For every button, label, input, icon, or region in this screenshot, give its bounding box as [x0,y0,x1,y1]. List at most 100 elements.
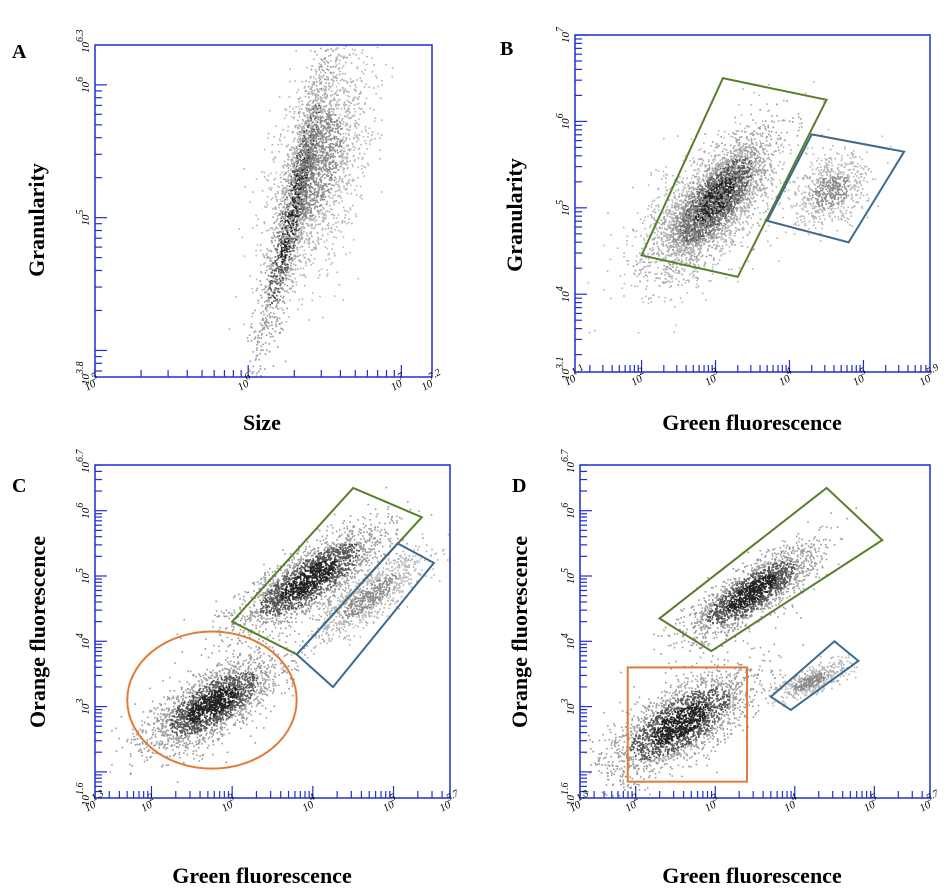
point-A-pop0 [301,177,303,180]
point-A-pop1 [333,252,336,255]
point-A-pop1 [317,201,319,204]
point-A-pop1 [294,162,297,164]
point-A-pop1 [276,280,278,283]
point-A-pop1 [391,75,393,78]
point-A-pop0 [301,154,304,157]
point-A-pop1 [294,210,296,212]
point-A-pop0 [295,182,297,185]
point-A-pop1 [346,184,348,186]
point-A-pop0 [318,154,321,157]
point-A-pop0 [326,60,328,63]
point-A-pop1 [311,116,313,118]
point-A-pop1 [305,158,308,161]
point-A-pop1 [279,198,282,201]
point-A-pop0 [266,315,269,317]
point-A-pop0 [273,229,276,231]
point-A-pop1 [268,300,270,303]
point-A-pop1 [265,201,268,204]
point-A-pop0 [286,237,288,240]
point-A-pop1 [305,108,308,111]
point-A-pop1 [306,150,308,152]
point-A-pop0 [312,107,315,109]
point-A-pop1 [321,170,324,173]
point-A-pop1 [292,107,295,110]
point-B-pop0 [734,158,737,161]
point-A-pop0 [309,114,312,116]
point-B-pop0 [692,192,695,194]
point-A-pop1 [336,120,339,122]
point-A-pop0 [345,56,348,59]
point-A-pop0 [301,127,303,130]
point-A-pop1 [322,139,325,141]
point-A-pop0 [315,95,317,97]
point-A-pop1 [255,178,258,180]
point-A-pop1 [294,235,297,237]
point-A-pop1 [299,183,302,185]
point-A-pop1 [320,81,323,83]
point-A-pop0 [282,281,284,284]
point-A-pop0 [282,279,284,281]
point-A-pop1 [301,165,304,168]
point-A-pop1 [320,238,322,240]
point-A-pop1 [279,173,282,176]
point-A-pop0 [291,222,293,225]
point-A-pop1 [341,154,343,156]
point-A-pop1 [309,126,312,129]
point-B-pop0 [721,226,724,229]
point-A-pop1 [317,161,320,164]
point-A-pop1 [278,222,281,225]
point-A-pop1 [305,172,308,175]
point-A-pop0 [265,286,267,289]
point-A-pop1 [331,79,334,81]
point-A-pop0 [324,57,326,59]
point-A-pop1 [301,206,304,208]
point-A-pop0 [296,154,298,157]
point-A-pop0 [316,150,319,152]
point-A-pop1 [362,171,364,174]
point-A-pop0 [279,323,281,325]
point-A-pop1 [324,196,327,198]
point-A-pop1 [325,215,327,217]
point-A-pop1 [279,140,281,142]
point-A-pop1 [322,94,324,97]
point-A-pop1 [347,211,350,214]
point-A-pop1 [328,211,331,213]
point-A-pop1 [322,174,324,176]
point-B-pop0 [647,253,649,255]
point-A-pop1 [321,216,324,219]
point-A-pop1 [321,145,324,147]
point-A-pop1 [339,133,342,136]
point-A-pop0 [326,95,329,98]
point-A-pop1 [317,191,320,193]
panel-A: A105106107107.2103.8105106106.3SizeGranu… [12,30,443,436]
point-A-pop1 [273,161,275,163]
point-A-pop0 [322,120,324,122]
point-A-pop1 [313,99,315,101]
point-A-pop0 [284,244,286,247]
point-A-pop1 [328,162,331,165]
point-A-pop1 [299,176,302,179]
point-A-pop1 [332,111,335,113]
point-A-pop1 [301,228,303,231]
point-A-pop0 [287,215,290,218]
point-A-pop1 [286,153,289,155]
point-A-pop0 [296,161,299,163]
point-A-pop1 [315,248,318,251]
point-A-pop1 [321,227,324,230]
point-B-pop0 [684,194,686,197]
point-A-pop1 [333,185,335,187]
point-A-pop1 [291,158,293,160]
point-A-pop1 [305,184,308,187]
point-A-pop0 [279,214,281,216]
point-A-pop1 [363,153,366,155]
point-A-pop1 [332,194,335,197]
point-A-pop1 [303,87,306,89]
point-A-pop0 [284,269,287,272]
point-A-pop1 [274,289,277,292]
point-A-pop1 [346,56,349,59]
point-A-pop1 [262,263,265,265]
point-A-pop1 [290,209,292,212]
point-A-pop1 [358,96,360,98]
point-A-pop1 [345,136,348,139]
point-A-pop1 [353,159,356,161]
